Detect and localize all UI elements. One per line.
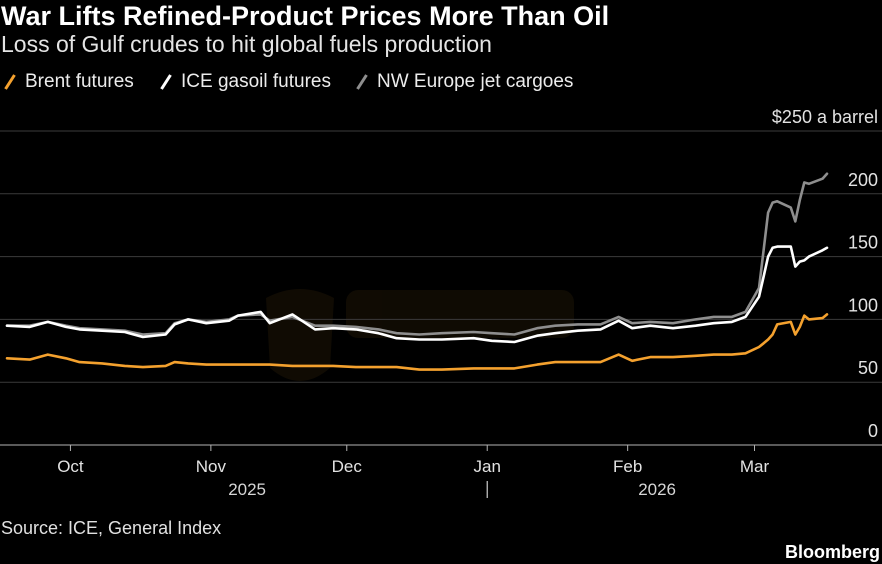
legend-label: ICE gasoil futures <box>181 71 331 92</box>
slash-icon <box>160 74 172 90</box>
watermark <box>266 289 574 381</box>
legend-label: Brent futures <box>25 71 134 92</box>
chart-subtitle: Loss of Gulf crudes to hit global fuels … <box>1 31 492 57</box>
year-label: 2026 <box>638 480 676 499</box>
x-tick-label: Jan <box>474 457 501 476</box>
axes: 0 50 100 150 200 $250 a barrel Oct Nov Dec Jan Feb… <box>0 107 882 499</box>
legend-item-brent-futures: Brent futures <box>4 70 134 94</box>
x-tick-label: Nov <box>196 457 227 476</box>
y-tick-label: 150 <box>848 233 878 253</box>
year-label: 2025 <box>228 480 266 499</box>
slash-icon <box>4 74 16 90</box>
x-tick-label: Feb <box>613 457 642 476</box>
gridlines <box>0 130 882 383</box>
x-tick-label: Mar <box>740 457 770 476</box>
x-tick-label: Oct <box>57 457 84 476</box>
series-line-brent-futures <box>5 313 829 371</box>
bloomberg-logo: Bloomberg <box>784 542 880 562</box>
legend-item-ice-gasoil-futures: ICE gasoil futures <box>160 70 331 94</box>
y-tick-label: 100 <box>848 295 878 315</box>
y-tick-label: 50 <box>858 358 878 378</box>
watermark-wordmark <box>346 290 574 338</box>
y-tick-label: 0 <box>868 421 878 441</box>
series-line-ice-gasoil-futures <box>5 245 829 344</box>
y-tick-label: 200 <box>848 170 878 190</box>
x-tick-label: Dec <box>332 457 363 476</box>
series-lines <box>5 172 829 371</box>
legend: Brent futures ICE gasoil futures NW Euro… <box>0 70 700 94</box>
source-note: Source: ICE, General Index <box>1 518 222 538</box>
slash-icon <box>356 74 368 90</box>
watermark-shield-mark <box>266 289 334 381</box>
legend-label: NW Europe jet cargoes <box>377 71 574 92</box>
legend-item-nw-europe-jet-cargoes: NW Europe jet cargoes <box>356 70 573 94</box>
y-tick-label: $250 a barrel <box>772 107 878 127</box>
chart-title: War Lifts Refined-Product Prices More Th… <box>1 1 610 31</box>
